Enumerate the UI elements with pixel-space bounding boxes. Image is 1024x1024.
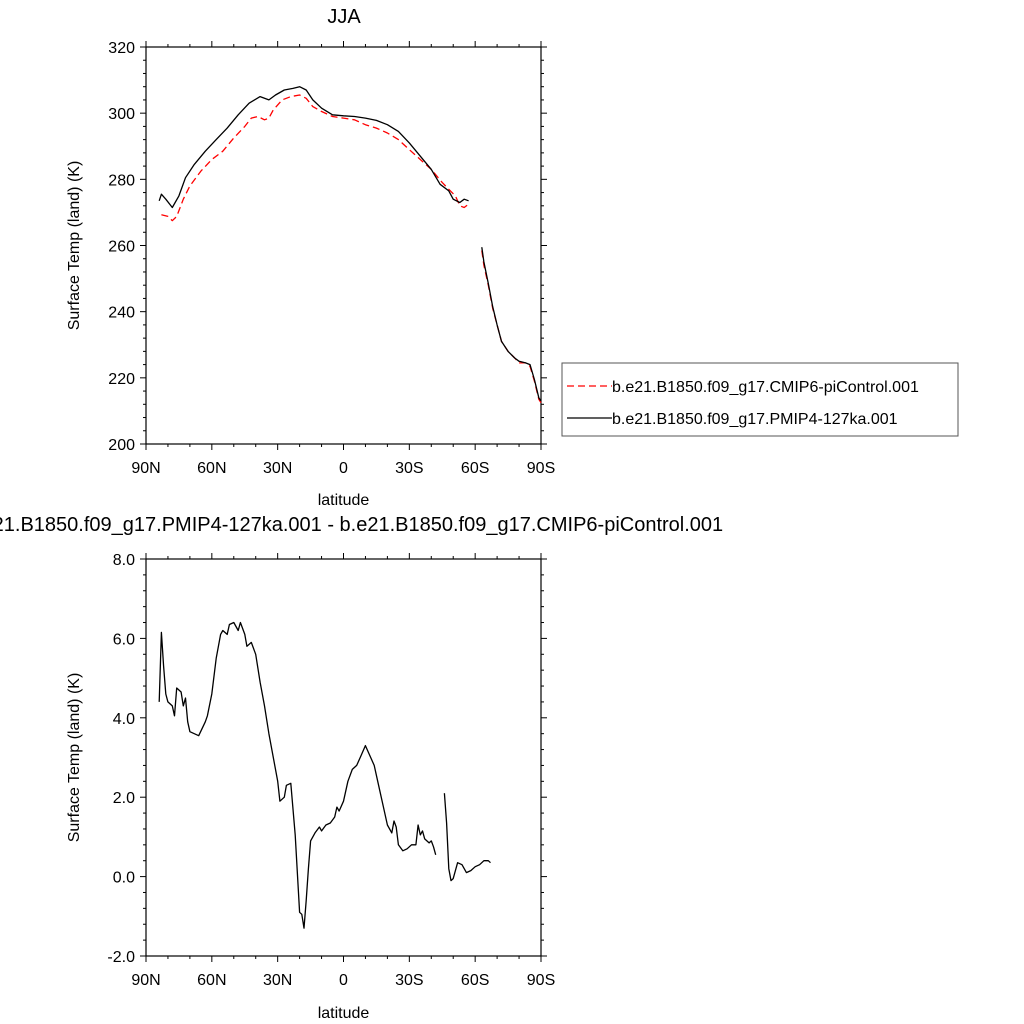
x-axis-label: latitude [318, 1005, 370, 1022]
series-line-2 [158, 86, 542, 402]
legend-label: b.e21.B1850.f09_g17.PMIP4-127ka.001 [612, 411, 898, 428]
y-tick-label: 240 [108, 305, 135, 322]
x-tick-label: 30N [263, 972, 292, 989]
y-tick-label: 220 [108, 371, 135, 388]
x-tick-label: 60S [461, 460, 489, 477]
x-axis-label: latitude [318, 492, 370, 509]
y-tick-label: 280 [108, 172, 135, 189]
y-tick-label: 320 [108, 40, 135, 57]
x-tick-label: 30N [263, 460, 292, 477]
series-segment [481, 250, 542, 403]
x-tick-label: 90S [527, 460, 555, 477]
series-line-1 [158, 621, 491, 929]
chart-panel-2: 90N 60N 30N 0 30S 60S 90S -2.0 0.0 2.0 4.0 6.0 8.0 b.… [0, 514, 723, 1022]
legend-label: b.e21.B1850.f09_g17.CMIP6-piControl.001 [612, 379, 919, 396]
x-tick-label: 0 [339, 460, 348, 477]
series-segment [158, 86, 469, 209]
x-tick-label: 30S [395, 972, 423, 989]
y-axis-label: Surface Temp (land) (K) [66, 673, 83, 843]
x-tick-label: 60N [197, 460, 226, 477]
x-tick-label: 30S [395, 460, 423, 477]
y-tick-label: 260 [108, 239, 135, 256]
series-segment [481, 247, 542, 402]
y-tick-label: 4.0 [113, 711, 135, 728]
chart-title: b.e21.B1850.f09_g17.PMIP4-127ka.001 - b.… [0, 514, 723, 536]
legend-box [561, 362, 959, 437]
x-tick-label: 90S [527, 972, 555, 989]
y-tick-label: -2.0 [107, 949, 135, 966]
x-tick-label: 90N [131, 972, 160, 989]
x-tick-label: 60N [197, 972, 226, 989]
y-axis-label: Surface Temp (land) (K) [66, 161, 83, 331]
x-tick-label: 90N [131, 460, 160, 477]
legend: b.e21.B1850.f09_g17.CMIP6-piControl.001b… [561, 362, 959, 437]
series-segment [158, 621, 437, 929]
y-tick-label: 2.0 [113, 790, 135, 807]
x-tick-label: 60S [461, 972, 489, 989]
y-tick-label: 8.0 [113, 552, 135, 569]
plot-frame [145, 558, 542, 957]
plot-frame [145, 46, 542, 445]
y-tick-label: 6.0 [113, 631, 135, 648]
y-tick-label: 300 [108, 106, 135, 123]
y-tick-label: 0.0 [113, 870, 135, 887]
chart-title: JJA [327, 6, 361, 28]
series-line-1 [161, 94, 542, 403]
chart-panel-1: 90N 60N 30N 0 30S 60S 90S 200 220 240 260 280 300 320… [66, 6, 959, 509]
x-tick-label: 0 [339, 972, 348, 989]
y-tick-label: 200 [108, 437, 135, 454]
series-segment [443, 793, 491, 882]
